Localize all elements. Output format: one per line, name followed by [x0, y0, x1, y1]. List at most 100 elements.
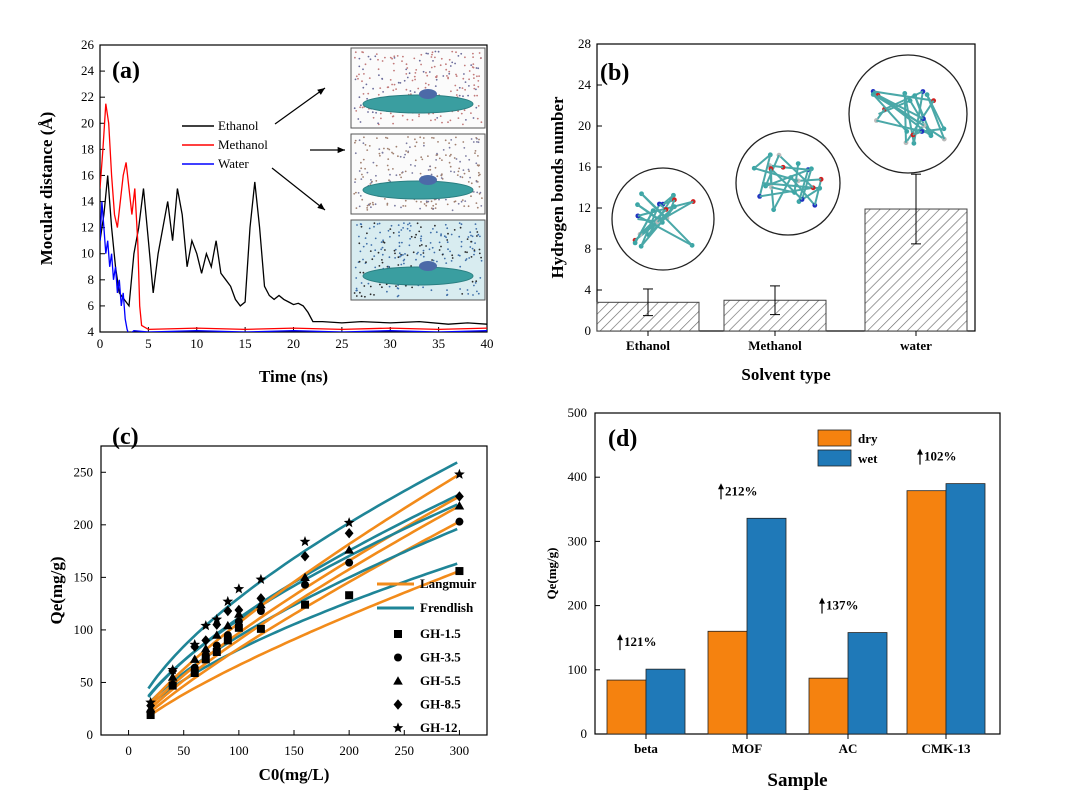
solvent-molecule — [467, 94, 469, 97]
solvent-molecule — [392, 62, 395, 65]
solvent-molecule — [392, 152, 395, 155]
x-axis-label-d: Sample — [767, 770, 827, 791]
solvent-molecule — [373, 294, 375, 296]
adsorbed-molecule — [419, 89, 437, 99]
solvent-molecule — [432, 204, 435, 207]
solvent-molecule — [392, 232, 395, 234]
solvent-molecule — [415, 69, 418, 71]
y-tick-label-b: 24 — [578, 77, 592, 92]
y-tick-label-a: 22 — [81, 89, 94, 104]
x-tick-label-a: 30 — [384, 336, 397, 351]
solvent-molecule — [406, 227, 409, 230]
solvent-molecule — [429, 165, 431, 168]
solvent-molecule — [391, 83, 393, 86]
solvent-molecule — [402, 227, 404, 229]
solvent-molecule — [426, 74, 429, 77]
solvent-molecule — [359, 106, 361, 109]
series-line-water — [100, 201, 487, 332]
solvent-molecule — [420, 239, 422, 242]
solvent-molecule — [405, 68, 408, 71]
solvent-molecule — [409, 225, 412, 227]
solvent-molecule — [427, 52, 429, 55]
solvent-molecule — [367, 111, 369, 113]
solvent-molecule — [415, 258, 417, 261]
point-gh-3.5 — [168, 680, 177, 689]
solvent-molecule — [358, 139, 361, 142]
x-tick-label-b: Ethanol — [626, 338, 670, 353]
solvent-molecule — [463, 109, 466, 112]
solvent-molecule — [411, 172, 414, 174]
x-tick-label-c: 250 — [395, 743, 415, 758]
solvent-molecule — [470, 195, 472, 198]
solvent-molecule — [476, 290, 478, 293]
solvent-molecule — [358, 73, 360, 76]
snapshot-methanol — [350, 133, 486, 215]
solvent-molecule — [393, 69, 395, 72]
solvent-molecule — [387, 229, 390, 232]
point-gh-12 — [167, 664, 178, 675]
y-tick-label-a: 16 — [81, 167, 95, 182]
legend-label-c: GH-12 — [420, 720, 458, 735]
solvent-molecule — [360, 295, 363, 298]
solvent-molecule — [472, 117, 475, 119]
increase-arrow-head — [819, 597, 825, 604]
solvent-molecule — [408, 244, 411, 247]
solvent-molecule — [401, 114, 404, 117]
solvent-molecule — [429, 231, 432, 234]
solvent-molecule — [422, 252, 425, 254]
solvent-molecule — [477, 174, 480, 177]
solvent-molecule — [361, 80, 363, 83]
solvent-molecule — [473, 84, 476, 86]
solvent-molecule — [467, 236, 470, 238]
solvent-molecule — [445, 262, 448, 264]
solvent-molecule — [469, 246, 472, 248]
legend-label-c: GH-8.5 — [420, 697, 461, 712]
solvent-molecule — [450, 233, 453, 236]
point-gh-8.5 — [223, 605, 233, 617]
solvent-molecule — [374, 266, 377, 269]
solvent-molecule — [468, 257, 471, 259]
graphene-sheet — [362, 94, 474, 114]
solvent-molecule — [476, 206, 479, 209]
solvent-molecule — [457, 202, 460, 205]
solvent-molecule — [478, 164, 480, 167]
solvent-molecule — [457, 55, 460, 57]
molecule-ethanol — [611, 167, 715, 271]
solvent-molecule — [379, 154, 381, 157]
solvent-molecule — [453, 157, 456, 159]
point-gh-5.5 — [189, 654, 200, 663]
solvent-molecule — [398, 245, 401, 248]
solvent-molecule — [425, 200, 428, 203]
solvent-molecule — [431, 53, 433, 56]
solvent-molecule — [361, 198, 364, 201]
solvent-molecule — [432, 207, 435, 210]
solvent-molecule — [458, 86, 461, 89]
solvent-molecule — [384, 249, 386, 251]
solvent-molecule — [407, 136, 409, 138]
solvent-molecule — [364, 295, 366, 298]
solvent-molecule — [362, 93, 365, 95]
solvent-molecule — [414, 72, 417, 74]
solvent-molecule — [475, 202, 478, 205]
solvent-molecule — [368, 77, 371, 79]
solvent-molecule — [396, 55, 399, 57]
solvent-molecule — [432, 137, 435, 139]
molecule-atom — [904, 128, 910, 134]
solvent-molecule — [442, 75, 445, 77]
point-gh-1.5 — [455, 567, 464, 576]
x-tick-label-a: 5 — [145, 336, 152, 351]
solvent-molecule — [377, 68, 380, 71]
solvent-molecule — [446, 227, 449, 230]
solvent-molecule — [451, 50, 454, 53]
point-gh-5.5 — [167, 672, 178, 681]
legend-marker-c — [394, 630, 402, 638]
solvent-molecule — [388, 179, 390, 182]
solvent-molecule — [463, 73, 465, 75]
solvent-molecule — [446, 293, 449, 296]
solvent-molecule — [459, 288, 461, 290]
solvent-molecule — [355, 191, 357, 194]
solvent-molecule — [371, 111, 374, 114]
solvent-molecule — [381, 253, 384, 256]
solvent-molecule — [458, 254, 461, 257]
solvent-molecule — [475, 162, 478, 165]
